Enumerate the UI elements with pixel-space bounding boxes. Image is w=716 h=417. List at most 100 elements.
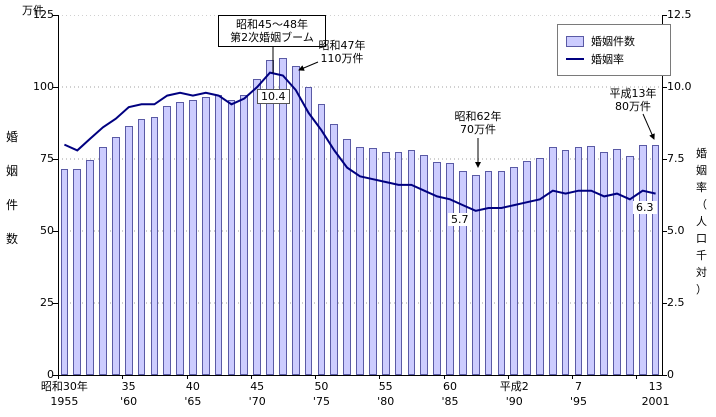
x-axis-era-label-'80: 55 (378, 380, 393, 393)
bar-1956 (73, 169, 82, 375)
x-axis-year-label-'65: '65 (184, 395, 202, 408)
bar-1987 (471, 174, 480, 375)
axis-title-char: 婚 (696, 147, 707, 160)
x-tick-mark (315, 375, 316, 379)
x-axis-era-label-'95: 7 (574, 380, 582, 393)
left-tick-mark (53, 87, 58, 88)
showa47-annotation-line1: 昭和47年 (318, 39, 366, 52)
right-tick-mark (662, 159, 667, 160)
right-tick-mark (662, 303, 667, 304)
axis-title-char: 件 (6, 198, 19, 212)
x-axis-era-label-'90: 平成2 (499, 380, 529, 393)
bar-1985 (446, 163, 454, 375)
left-axis-tick-75: 75 (40, 152, 54, 165)
bar-1965 (189, 100, 197, 375)
bar-1993 (548, 146, 557, 375)
heisei13-annotation-line2: 80万件 (615, 100, 651, 113)
annotation-second-marriage-boom: 昭和45〜48年 第2次婚姻ブーム (218, 15, 326, 47)
bar-1983 (420, 155, 429, 375)
axis-title-char: （ (696, 198, 707, 211)
annotation-showa47-peak: 昭和47年 110万件 (308, 39, 376, 65)
axis-title-char: 婚 (6, 130, 19, 144)
x-axis-year-label-'90: '90 (505, 395, 523, 408)
bar-1966 (201, 97, 210, 375)
bar-1972 (279, 58, 287, 375)
bar-1971 (266, 60, 274, 375)
axis-title-char: 姻 (696, 164, 707, 177)
left-axis-tick-0: 0 (47, 368, 54, 381)
bar-1992 (536, 157, 544, 375)
right-axis-tick-12.5: 12.5 (667, 8, 692, 21)
bar-1979 (369, 148, 377, 375)
x-axis-year-label-'75: '75 (312, 395, 330, 408)
bar-1955 (60, 169, 69, 375)
boom-annotation-line2: 第2次婚姻ブーム (230, 31, 314, 44)
bar-1969 (240, 95, 249, 375)
bar-1964 (176, 102, 184, 375)
bar-1995 (574, 146, 583, 375)
left-axis-tick-100: 100 (33, 80, 54, 93)
left-axis-unit-label: 万件 (22, 4, 44, 17)
showa62-annotation-line2: 70万件 (460, 123, 496, 136)
x-tick-mark (379, 375, 381, 379)
x-axis-year-label-2001: 2001 (641, 395, 670, 408)
right-tick-mark (662, 87, 667, 88)
bar-1989 (497, 171, 506, 375)
bar-1974 (304, 87, 313, 375)
x-axis-year-label-'80: '80 (377, 395, 395, 408)
x-tick-mark (572, 375, 573, 379)
bar-1981 (394, 151, 403, 375)
x-tick-mark (636, 375, 638, 379)
left-axis-tick-25: 25 (40, 296, 54, 309)
bar-1962 (150, 117, 159, 375)
bar-1994 (561, 149, 570, 375)
showa47-annotation-line2: 110万件 (320, 52, 364, 65)
right-axis-tick-7.5: 7.5 (667, 152, 685, 165)
x-axis-year-label-'60: '60 (120, 395, 138, 408)
legend-rate-label: 婚姻率 (591, 53, 624, 66)
left-axis-title: 婚姻件数 (6, 128, 18, 247)
bar-1990 (510, 167, 519, 375)
axis-title-char: ） (696, 283, 707, 296)
annotation-last-rate-value: 6.3 (633, 201, 657, 214)
bar-1980 (381, 151, 390, 375)
bar-1998 (613, 149, 621, 375)
heisei13-annotation-line1: 平成13年 (609, 87, 657, 100)
x-axis-era-label-2001: 13 (648, 380, 663, 393)
bar-1999 (626, 155, 634, 375)
bar-1996 (587, 145, 596, 375)
bar-1961 (137, 118, 146, 375)
axis-title-char: 千 (696, 249, 707, 262)
bar-series (58, 15, 662, 375)
left-tick-mark (53, 303, 58, 304)
bar-2000 (638, 145, 647, 375)
right-tick-mark (662, 231, 667, 232)
x-tick-mark (250, 375, 252, 379)
axis-title-char: 率 (696, 181, 707, 194)
x-axis-year-label-'85: '85 (441, 395, 459, 408)
x-axis-era-label-'70: 45 (250, 380, 265, 393)
bar-1977 (343, 138, 351, 375)
x-tick-mark (186, 375, 188, 379)
right-axis-title: 婚姻率 （ 人口千対 ） (696, 145, 707, 297)
left-tick-mark (53, 15, 58, 16)
bar-1975 (317, 103, 326, 375)
right-tick-mark (662, 15, 667, 16)
bar-1997 (600, 151, 608, 375)
bar-1982 (407, 150, 416, 375)
bar-1968 (227, 99, 236, 375)
bar-1991 (523, 161, 531, 375)
annotation-showa62-low: 昭和62年 70万件 (444, 110, 512, 136)
right-tick-mark (662, 375, 667, 376)
x-tick-mark (443, 375, 445, 379)
line-swatch-icon (566, 58, 584, 60)
bar-2001 (651, 144, 660, 375)
bar-1976 (330, 124, 339, 375)
x-axis-era-label-'60: 35 (121, 380, 136, 393)
bar-1973 (291, 66, 300, 375)
x-tick-mark (507, 375, 509, 379)
bar-swatch-icon (566, 35, 584, 47)
x-axis-year-label-1955: 1955 (50, 395, 79, 408)
bar-1978 (356, 146, 364, 375)
